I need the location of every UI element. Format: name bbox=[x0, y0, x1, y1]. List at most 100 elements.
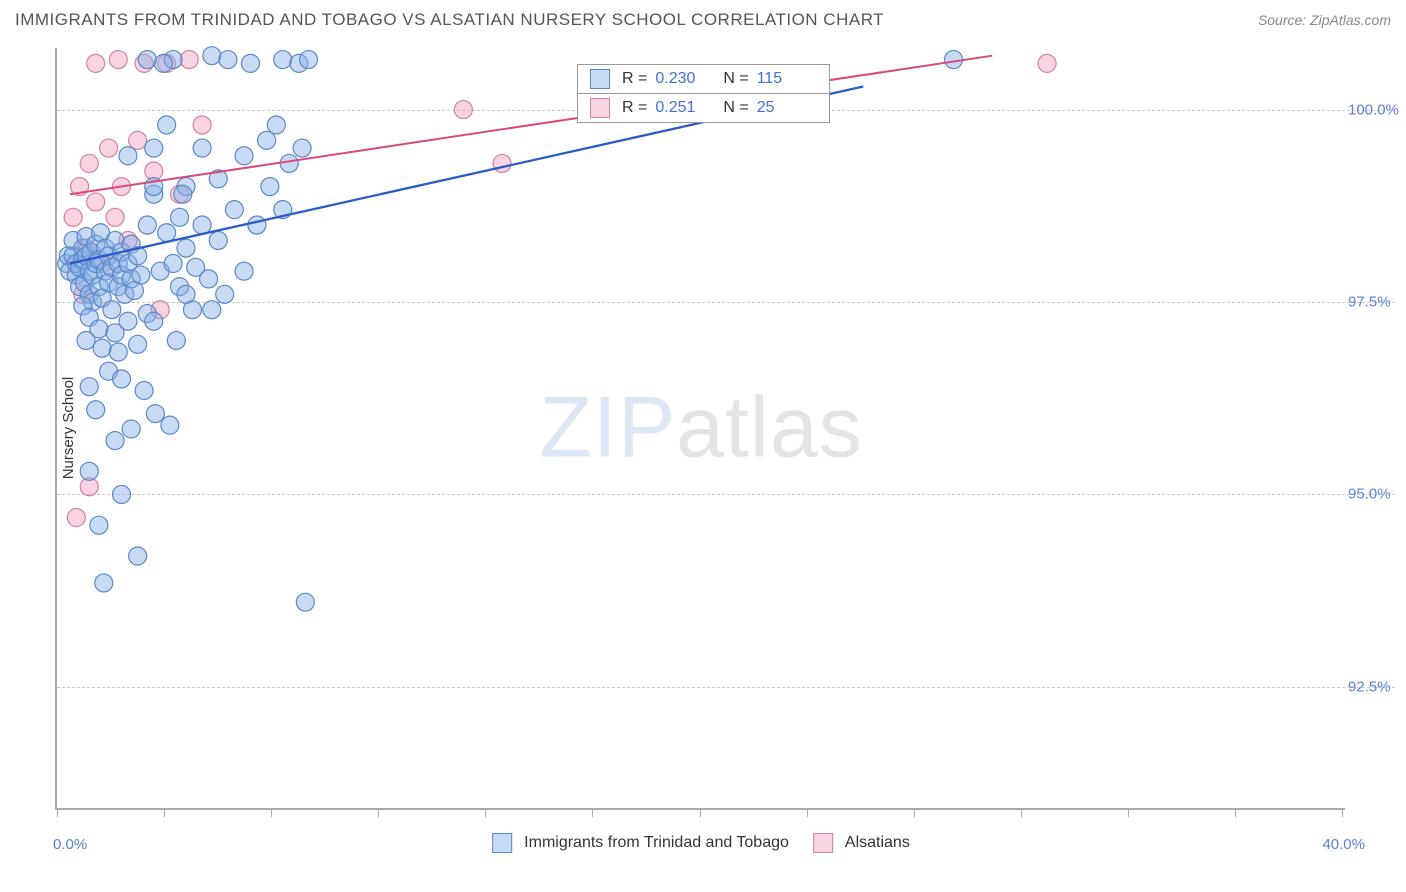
data-point bbox=[138, 51, 156, 69]
data-point bbox=[129, 335, 147, 353]
series-legend-item-pink: Alsatians bbox=[813, 833, 910, 853]
data-point bbox=[167, 331, 185, 349]
data-point bbox=[129, 547, 147, 565]
data-point bbox=[296, 593, 314, 611]
r-label: R = bbox=[622, 99, 647, 117]
x-tick bbox=[807, 808, 808, 817]
x-tick bbox=[914, 808, 915, 817]
data-point bbox=[164, 255, 182, 273]
data-point bbox=[493, 154, 511, 172]
y-tick-label: 97.5% bbox=[1348, 294, 1403, 311]
legend-swatch-blue bbox=[492, 833, 512, 853]
plot-area: 92.5%95.0%97.5%100.0% ZIPatlas R = 0.230… bbox=[55, 48, 1345, 810]
y-tick-label: 95.0% bbox=[1348, 486, 1403, 503]
data-point bbox=[454, 101, 472, 119]
data-point bbox=[280, 154, 298, 172]
x-tick bbox=[57, 808, 58, 817]
data-point bbox=[216, 285, 234, 303]
n-label: N = bbox=[723, 99, 748, 117]
data-point bbox=[67, 509, 85, 527]
y-axis-title: Nursery School bbox=[60, 377, 77, 480]
data-point bbox=[106, 208, 124, 226]
data-point bbox=[209, 231, 227, 249]
data-point bbox=[158, 224, 176, 242]
data-point bbox=[138, 216, 156, 234]
data-point bbox=[180, 51, 198, 69]
data-point bbox=[293, 139, 311, 157]
data-point bbox=[203, 301, 221, 319]
x-tick bbox=[1342, 808, 1343, 817]
data-point bbox=[87, 193, 105, 211]
data-point bbox=[177, 285, 195, 303]
chart-title: IMMIGRANTS FROM TRINIDAD AND TOBAGO VS A… bbox=[15, 10, 884, 30]
data-point bbox=[80, 378, 98, 396]
n-label: N = bbox=[723, 70, 748, 88]
legend-swatch-pink bbox=[813, 833, 833, 853]
correlation-legend-row-pink: R = 0.251 N = 25 bbox=[578, 94, 829, 122]
data-point bbox=[64, 208, 82, 226]
data-point bbox=[103, 301, 121, 319]
data-point bbox=[145, 312, 163, 330]
data-point bbox=[100, 139, 118, 157]
data-point bbox=[80, 462, 98, 480]
data-point bbox=[109, 343, 127, 361]
data-point bbox=[77, 331, 95, 349]
data-point bbox=[87, 54, 105, 72]
series-name-blue: Immigrants from Trinidad and Tobago bbox=[524, 834, 789, 852]
data-point bbox=[171, 208, 189, 226]
data-point bbox=[106, 432, 124, 450]
x-tick bbox=[271, 808, 272, 817]
data-point bbox=[113, 370, 131, 388]
data-point bbox=[193, 116, 211, 134]
data-point bbox=[87, 401, 105, 419]
x-tick bbox=[700, 808, 701, 817]
r-label: R = bbox=[622, 70, 647, 88]
data-point bbox=[235, 147, 253, 165]
data-point bbox=[95, 574, 113, 592]
x-tick bbox=[378, 808, 379, 817]
chart-svg bbox=[57, 48, 1345, 808]
data-point bbox=[113, 485, 131, 503]
data-point bbox=[132, 266, 150, 284]
data-point bbox=[203, 47, 221, 65]
data-point bbox=[145, 139, 163, 157]
data-point bbox=[248, 216, 266, 234]
x-tick bbox=[485, 808, 486, 817]
series-legend-item-blue: Immigrants from Trinidad and Tobago bbox=[492, 833, 789, 853]
x-tick bbox=[1021, 808, 1022, 817]
data-point bbox=[161, 416, 179, 434]
x-tick bbox=[164, 808, 165, 817]
x-axis-max-label: 40.0% bbox=[1322, 836, 1365, 853]
data-point bbox=[1038, 54, 1056, 72]
y-tick-label: 92.5% bbox=[1348, 678, 1403, 695]
r-value-pink: 0.251 bbox=[655, 99, 705, 117]
data-point bbox=[267, 116, 285, 134]
data-point bbox=[177, 239, 195, 257]
data-point bbox=[300, 51, 318, 69]
x-tick bbox=[592, 808, 593, 817]
n-value-blue: 115 bbox=[757, 70, 807, 88]
series-legend: Immigrants from Trinidad and Tobago Alsa… bbox=[492, 833, 910, 853]
data-point bbox=[80, 154, 98, 172]
data-point bbox=[174, 185, 192, 203]
data-point bbox=[90, 516, 108, 534]
data-point bbox=[109, 51, 127, 69]
series-name-pink: Alsatians bbox=[845, 834, 910, 852]
data-point bbox=[193, 216, 211, 234]
x-axis-min-label: 0.0% bbox=[53, 836, 87, 853]
data-point bbox=[119, 147, 137, 165]
x-tick bbox=[1128, 808, 1129, 817]
data-point bbox=[93, 339, 111, 357]
source-label: Source: ZipAtlas.com bbox=[1258, 12, 1391, 28]
data-point bbox=[158, 116, 176, 134]
data-point bbox=[200, 270, 218, 288]
data-point bbox=[193, 139, 211, 157]
data-point bbox=[258, 131, 276, 149]
data-point bbox=[154, 54, 172, 72]
legend-swatch-pink bbox=[590, 98, 610, 118]
legend-swatch-blue bbox=[590, 69, 610, 89]
x-tick bbox=[1235, 808, 1236, 817]
data-point bbox=[122, 420, 140, 438]
correlation-legend-row-blue: R = 0.230 N = 115 bbox=[578, 65, 829, 94]
data-point bbox=[274, 51, 292, 69]
